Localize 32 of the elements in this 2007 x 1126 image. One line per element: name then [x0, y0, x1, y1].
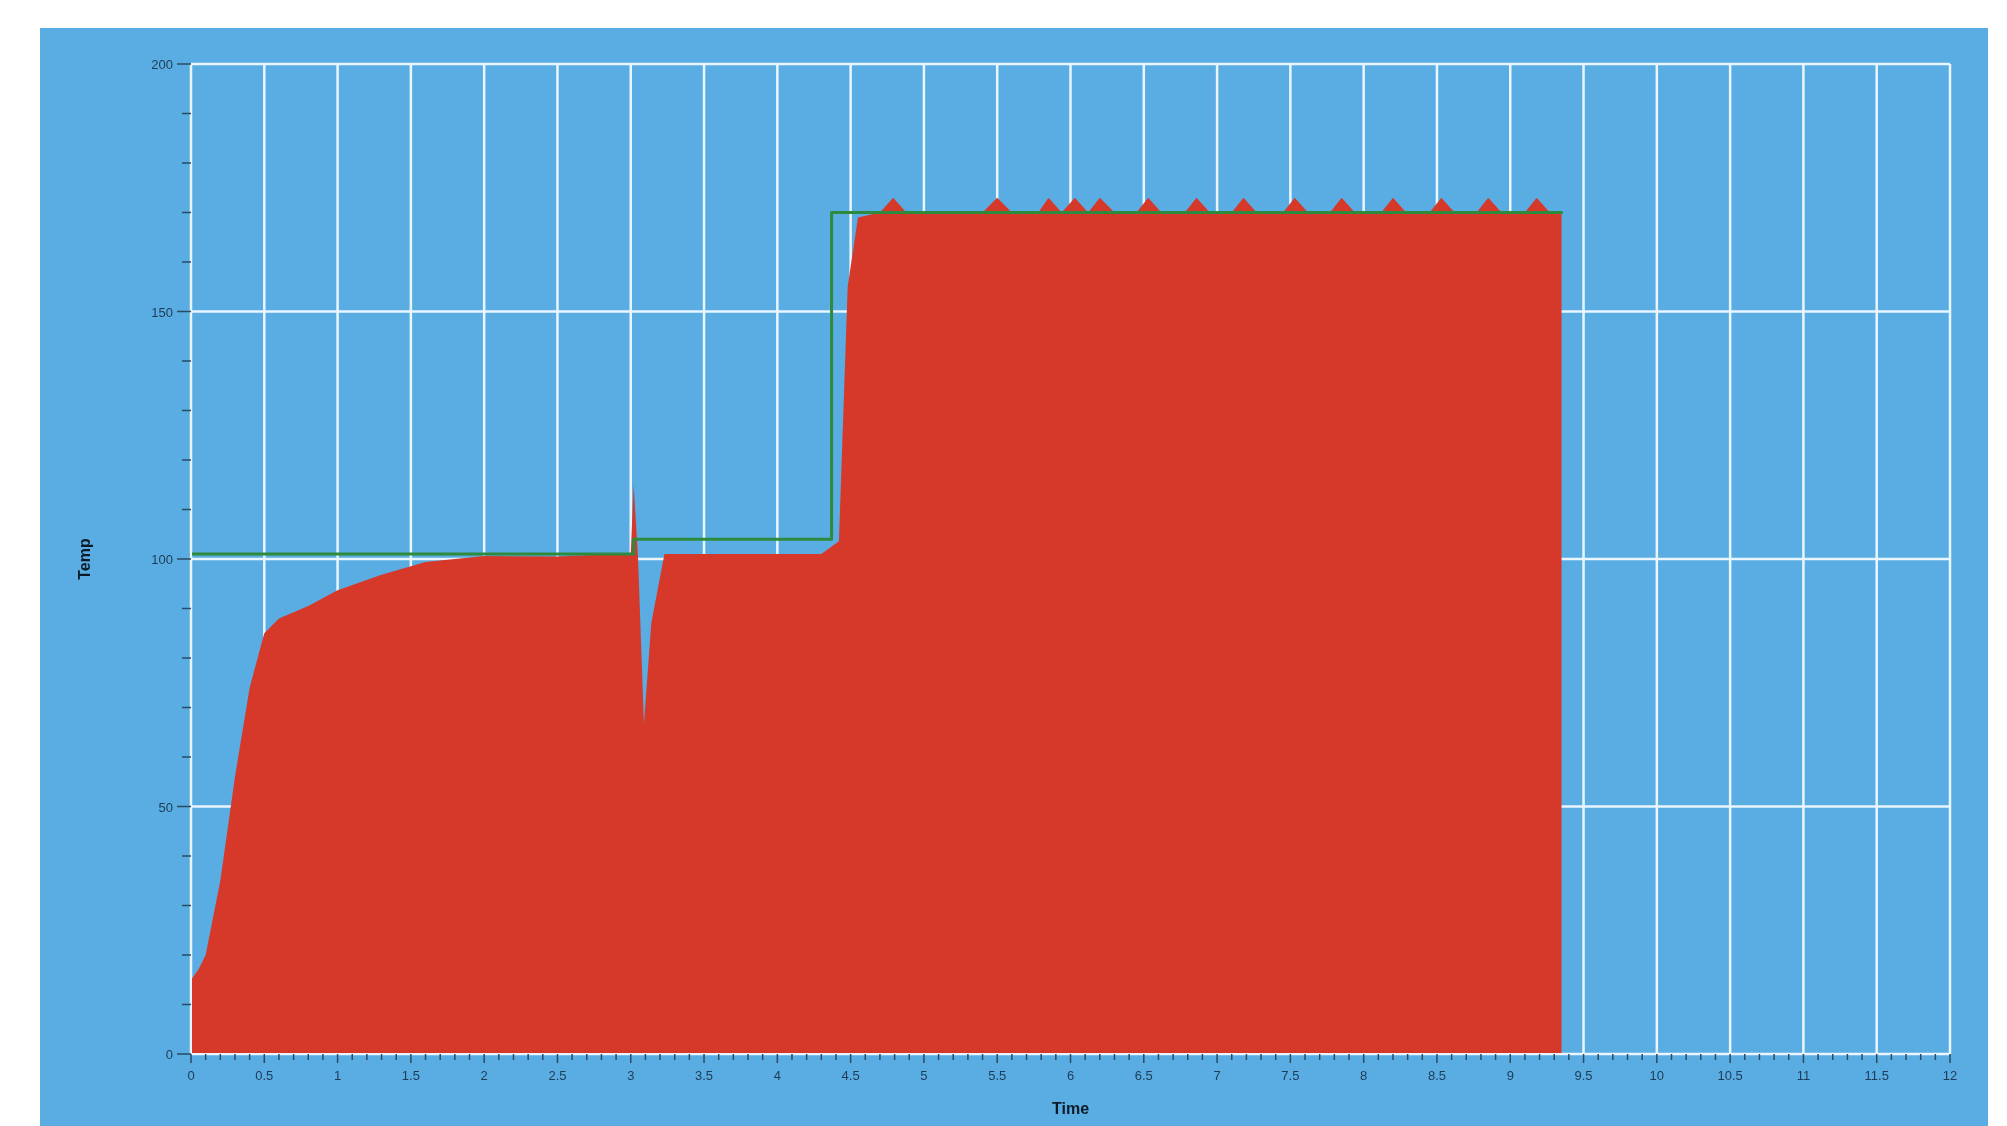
x-tick-label: 10	[1649, 1068, 1665, 1083]
x-tick-label: 4	[773, 1068, 781, 1083]
x-tick-label: 9	[1506, 1068, 1514, 1083]
x-tick-label: 7	[1213, 1068, 1221, 1083]
y-axis-title: Temp	[76, 538, 93, 580]
x-tick-label: 1.5	[401, 1068, 420, 1083]
x-tick-label: 12	[1942, 1068, 1958, 1083]
x-tick-label: 2	[480, 1068, 488, 1083]
x-tick-label: 1	[333, 1068, 342, 1083]
x-tick-label: 6	[1066, 1068, 1075, 1083]
x-tick-label: 0	[187, 1068, 195, 1083]
y-tick-label: 50	[158, 799, 173, 815]
x-tick-label: 2.5	[548, 1068, 567, 1083]
x-tick-label: 9.5	[1574, 1068, 1593, 1083]
x-tick-label: 6.5	[1134, 1068, 1153, 1083]
y-tick-label: 100	[151, 552, 173, 567]
x-tick-label: 3	[627, 1068, 635, 1083]
x-tick-label: 3.5	[695, 1068, 714, 1083]
x-tick-label: 8.5	[1427, 1068, 1446, 1083]
x-tick-label: 0.5	[255, 1068, 274, 1083]
x-tick-label: 5.5	[988, 1068, 1007, 1083]
x-tick-label: 4.5	[841, 1068, 860, 1083]
x-tick-label: 5	[920, 1068, 928, 1083]
x-tick-label: 10.5	[1717, 1068, 1743, 1083]
y-tick-label: 200	[151, 57, 173, 72]
y-tick-label: 150	[151, 304, 173, 320]
x-tick-label: 11	[1796, 1068, 1811, 1083]
x-tick-label: 11.5	[1864, 1068, 1889, 1083]
x-axis-title: Time	[1051, 1100, 1090, 1117]
y-tick-label: 0	[165, 1047, 173, 1062]
x-tick-label: 7.5	[1281, 1068, 1300, 1083]
x-tick-label: 8	[1360, 1068, 1368, 1083]
